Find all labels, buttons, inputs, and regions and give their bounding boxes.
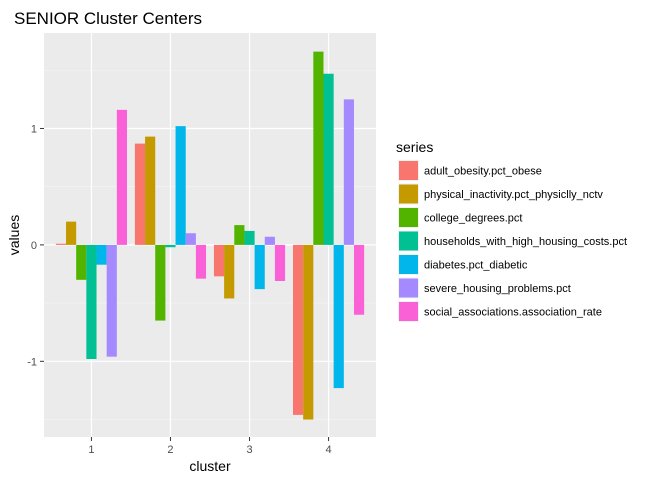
legend-label: diabetes.pct_diabetic xyxy=(424,260,528,272)
legend-swatch xyxy=(399,184,418,204)
y-tick-label: -1 xyxy=(27,356,37,368)
bar xyxy=(343,99,354,245)
bar xyxy=(254,244,265,290)
legend-swatch xyxy=(399,255,418,274)
legend: series adult_obesity.pct_obese physical_i… xyxy=(396,139,627,322)
bar xyxy=(244,230,255,245)
bar xyxy=(333,244,344,389)
bar xyxy=(175,126,186,245)
y-tick-label: 0 xyxy=(31,240,37,252)
bar xyxy=(274,244,286,281)
legend-swatch xyxy=(399,278,418,298)
legend-label: severe_housing_problems.pct xyxy=(424,283,571,295)
legend-label: households_with_high_housing_costs.pct xyxy=(424,236,627,248)
legend-swatch xyxy=(399,231,418,251)
y-axis-title: values xyxy=(6,215,22,255)
bar xyxy=(106,244,117,357)
bar xyxy=(145,136,156,245)
chart-title: SENIOR Cluster Centers xyxy=(14,9,202,28)
x-tick-label: 3 xyxy=(246,444,252,456)
bar xyxy=(66,221,77,245)
bar xyxy=(96,244,107,265)
bar xyxy=(165,244,176,248)
bar xyxy=(155,244,166,321)
bar xyxy=(86,244,97,359)
legend-label: social_associations.association_rate xyxy=(424,307,602,319)
legend-label: college_degrees.pct xyxy=(424,213,522,225)
axes: -1 0 1 1 2 3 4 xyxy=(27,123,331,456)
bar xyxy=(353,244,365,315)
bar xyxy=(313,51,324,245)
bar xyxy=(195,244,207,279)
bar xyxy=(116,109,127,245)
bar xyxy=(264,236,275,245)
legend-title: series xyxy=(396,139,433,155)
bar xyxy=(185,233,196,245)
y-tick-label: 1 xyxy=(31,123,37,135)
bar xyxy=(323,73,334,245)
bar xyxy=(303,244,314,420)
bars xyxy=(55,51,365,420)
legend-swatch xyxy=(399,161,418,180)
bar xyxy=(55,243,67,245)
legend-swatch xyxy=(399,208,418,227)
bar xyxy=(213,244,225,277)
bar xyxy=(293,244,304,415)
bar xyxy=(76,244,87,280)
bar xyxy=(224,244,235,299)
legend-label: physical_inactivity.pct_physiclly_nctv xyxy=(424,189,603,201)
x-tick-label: 1 xyxy=(88,444,94,456)
x-axis-title: cluster xyxy=(189,458,231,474)
x-tick-label: 2 xyxy=(167,444,173,456)
legend-swatch xyxy=(399,302,418,321)
legend-label: adult_obesity.pct_obese xyxy=(424,166,542,178)
bar xyxy=(234,225,245,245)
x-tick-label: 4 xyxy=(326,444,332,456)
bar xyxy=(134,143,146,245)
